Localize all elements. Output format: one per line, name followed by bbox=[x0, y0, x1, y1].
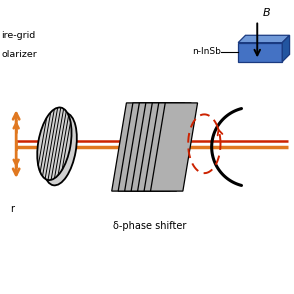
Polygon shape bbox=[138, 103, 185, 191]
Text: δ-phase shifter: δ-phase shifter bbox=[113, 221, 187, 231]
Polygon shape bbox=[112, 103, 159, 191]
Text: B: B bbox=[262, 8, 270, 18]
Ellipse shape bbox=[43, 113, 77, 185]
Polygon shape bbox=[238, 35, 290, 43]
Text: ire-grid: ire-grid bbox=[1, 31, 36, 40]
Polygon shape bbox=[151, 103, 198, 191]
Polygon shape bbox=[125, 103, 172, 191]
Ellipse shape bbox=[37, 108, 71, 180]
Text: n-InSb: n-InSb bbox=[192, 47, 220, 56]
Polygon shape bbox=[144, 103, 191, 191]
Text: olarizer: olarizer bbox=[1, 50, 37, 59]
Text: r: r bbox=[10, 204, 14, 214]
Polygon shape bbox=[282, 35, 290, 62]
Polygon shape bbox=[131, 103, 178, 191]
Polygon shape bbox=[118, 103, 165, 191]
Polygon shape bbox=[238, 43, 282, 62]
